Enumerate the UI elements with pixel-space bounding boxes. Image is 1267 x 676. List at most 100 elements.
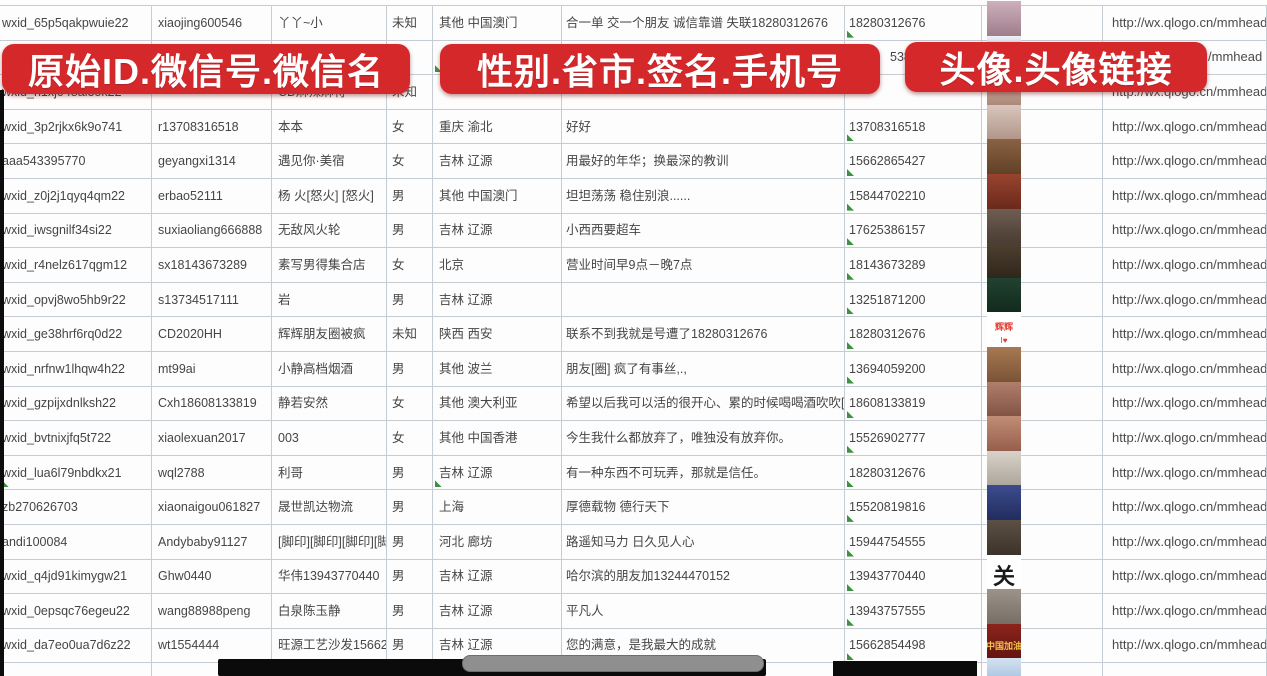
cell-phone[interactable]: 13708316518 [845,109,982,145]
cell-wxid[interactable]: wxid_z0j2j1qyq4qm22 [0,178,152,214]
cell-phone[interactable]: 18280312676 [845,455,982,491]
cell-gender[interactable] [387,40,433,76]
cell-gender[interactable]: 男 [387,178,433,214]
cell-wxid[interactable]: wxid_3p2rjkx6k9o741 [0,109,152,145]
cell-phone[interactable]: 15526902777 [845,421,982,456]
cell-gender[interactable]: 未知 [387,317,433,352]
cell-phone[interactable]: 13943757555 [845,594,982,629]
cell-sig[interactable]: 合一单 交一个朋友 诚信靠谱 失联18280312676 [562,6,845,41]
cell-phone[interactable]: 17625386157 [845,213,982,249]
cell-wxid[interactable]: wxid_q4jd91kimygw21 [0,559,152,595]
cell-phone[interactable]: 15844702210 [845,178,982,214]
cell-name[interactable]: 静若安然 [272,386,387,422]
cell-link[interactable]: http://wx.qlogo.cn/mmhead [1103,490,1267,525]
cell-name[interactable]: 遇见你·美宿 [272,144,387,179]
cell-wid[interactable]: erbao52111 [152,178,272,214]
cell-region[interactable]: 上海 [433,490,562,525]
cell-sig[interactable]: 今生我什么都放弃了，唯独没有放弃你。 [562,421,845,456]
cell-sig[interactable]: 好好 [562,109,845,145]
cell-link[interactable]: http://wx.qlogo.cn/mmhead [1103,144,1267,179]
cell-name[interactable]: 辉辉朋友圈被疯 [272,317,387,352]
cell-name[interactable]: [脚印][脚印][脚印][脚印] [272,524,387,560]
cell-sig[interactable]: 联系不到我就是号遭了18280312676 [562,317,845,352]
cell-gender[interactable]: 男 [387,455,433,491]
cell-phone[interactable]: 18608133819 [845,386,982,422]
cell-region[interactable]: 吉林 辽源 [433,213,562,249]
cell-region[interactable]: 吉林 辽源 [433,144,562,179]
cell-sig[interactable]: 小西西要超车 [562,213,845,249]
cell-sig[interactable]: 平凡人 [562,594,845,629]
cell-sig[interactable]: 营业时间早9点－晚7点 [562,248,845,283]
cell-wid[interactable]: Andybaby91127 [152,524,272,560]
cell-wid[interactable]: sx18143673289 [152,248,272,283]
cell-name[interactable]: 丫丫~小 [272,6,387,41]
cell-wid[interactable]: wang88988peng [152,594,272,629]
cell-wxid[interactable]: wxid_r4nelz617qgm12 [0,248,152,283]
cell-phone[interactable] [845,663,982,676]
cell-gender[interactable]: 男 [387,559,433,595]
cell-link[interactable]: http://wx.qlogo.cn/mmhead [1103,386,1267,422]
cell-wxid[interactable]: andi100084 [0,524,152,560]
cell-link[interactable]: http://wx.qlogo.cn/mmhead [1103,351,1267,387]
cell-name[interactable]: 利哥 [272,455,387,491]
cell-wxid[interactable]: aaa543395770 [0,144,152,179]
cell-region[interactable]: 其他 中国香港 [433,421,562,456]
cell-link[interactable]: http://wx.qlogo.cn/mmhead [1103,248,1267,283]
cell-link[interactable]: http://wx.qlogo.cn/mmhead [1103,524,1267,560]
cell-region[interactable]: 河北 廊坊 [433,524,562,560]
cell-name[interactable]: 华伟13943770440 [272,559,387,595]
cell-link[interactable]: http://wx.qlogo.cn/mmhead [1103,421,1267,456]
cell-name[interactable]: 晟世凯达物流 [272,490,387,525]
cell-link[interactable]: http://wx.qlogo.cn/mmhead [1103,559,1267,595]
cell-gender[interactable]: 女 [387,248,433,283]
cell-wxid[interactable] [0,663,152,676]
cell-gender[interactable]: 未知 [387,6,433,41]
cell-phone[interactable]: 13251871200 [845,282,982,318]
cell-name[interactable]: 素写男得集合店 [272,248,387,283]
cell-gender[interactable]: 女 [387,144,433,179]
cell-wid[interactable]: geyangxi1314 [152,144,272,179]
cell-wid[interactable]: s13734517111 [152,282,272,318]
cell-phone[interactable]: 15662854498 [845,628,982,664]
cell-wid[interactable]: wt1554444 [152,628,272,664]
cell-sig[interactable]: 哈尔滨的朋友加13244470152 [562,559,845,595]
cell-phone[interactable]: 13694059200 [845,351,982,387]
cell-gender[interactable]: 男 [387,282,433,318]
cell-wxid[interactable]: wxid_bvtnixjfq5t722 [0,421,152,456]
cell-link[interactable]: http://wx.qlogo.cn/mmhead [1103,455,1267,491]
cell-wxid[interactable]: wxid_0epsqc76egeu22 [0,594,152,629]
cell-wxid[interactable]: wxid_65p5qakpwuie22 [0,6,152,41]
cell-name[interactable]: 白泉陈玉静 [272,594,387,629]
cell-gender[interactable]: 女 [387,421,433,456]
cell-wid[interactable]: xiaojing600546 [152,6,272,41]
cell-gender[interactable]: 男 [387,524,433,560]
cell-wxid[interactable]: wxid_gzpijxdnlksh22 [0,386,152,422]
cell-sig[interactable]: 路遥知马力 日久见人心 [562,524,845,560]
cell-wxid[interactable]: wxid_opvj8wo5hb9r22 [0,282,152,318]
cell-wid[interactable]: Ghw0440 [152,559,272,595]
cell-sig[interactable]: 希望以后我可以活的很开心、累的时候喝喝酒吹吹[ [562,386,845,422]
cell-name[interactable]: 003 [272,421,387,456]
cell-wid[interactable]: wql2788 [152,455,272,491]
cell-sig[interactable]: 厚德载物 德行天下 [562,490,845,525]
cell-region[interactable]: 重庆 渝北 [433,109,562,145]
cell-phone[interactable]: 13943770440 [845,559,982,595]
cell-sig[interactable]: 朋友[圈] 疯了有事丝,., [562,351,845,387]
cell-region[interactable]: 其他 中国澳门 [433,6,562,41]
cell-link[interactable]: http://wx.qlogo.cn/mmhead [1103,6,1267,41]
cell-gender[interactable]: 女 [387,109,433,145]
cell-link[interactable]: http://wx.qlogo.cn/mmhead [1103,109,1267,145]
cell-sig[interactable] [562,282,845,318]
cell-gender[interactable]: 女 [387,386,433,422]
cell-region[interactable]: 吉林 辽源 [433,455,562,491]
cell-wid[interactable]: xiaonaigou061827 [152,490,272,525]
cell-wid[interactable]: Cxh18608133819 [152,386,272,422]
cell-region[interactable]: 其他 波兰 [433,351,562,387]
cell-phone[interactable]: 15662865427 [845,144,982,179]
cell-sig[interactable]: 坦坦荡荡 稳住别浪...... [562,178,845,214]
cell-link[interactable]: http://wx.qlogo.cn/mmhead [1103,628,1267,664]
cell-wid[interactable]: suxiaoliang666888 [152,213,272,249]
cell-region[interactable]: 吉林 辽源 [433,559,562,595]
cell-wxid[interactable]: zb270626703 [0,490,152,525]
cell-link[interactable]: http://wx.qlogo.cn/mmhead [1103,282,1267,318]
